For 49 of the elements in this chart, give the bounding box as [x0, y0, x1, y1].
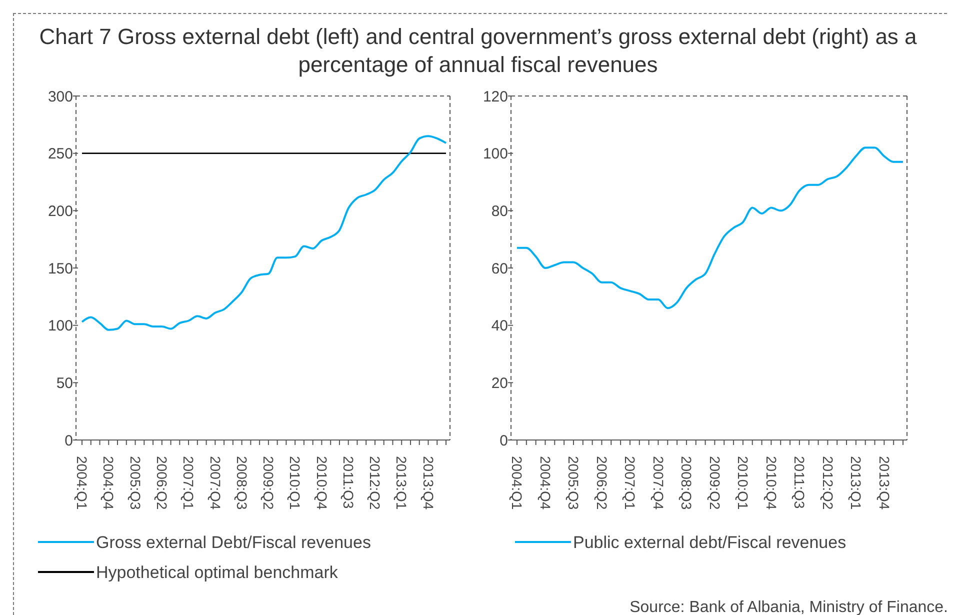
x-tick-label: 2004:Q1	[74, 456, 90, 510]
x-tick-label: 2008:Q3	[678, 456, 695, 510]
x-tick-label: 2011:Q3	[340, 456, 356, 509]
x-tick-label: 2004:Q4	[537, 456, 554, 510]
y-tick-label: 200	[48, 202, 73, 220]
x-tick-label: 2009:Q2	[706, 456, 723, 510]
line-series	[81, 135, 447, 331]
x-tick-label: 2005:Q3	[566, 456, 582, 510]
source-note: Source: Bank of Albania, Ministry of Finance.	[630, 599, 948, 615]
x-tick-label: 2011:Q3	[792, 456, 808, 509]
x-tick-label: 2007:Q1	[180, 456, 197, 510]
y-tick-label: 0	[64, 432, 73, 450]
x-tick-label: 2010:Q4	[314, 456, 330, 510]
x-tick-label: 2007:Q1	[622, 456, 638, 510]
x-tick-label: 2007:Q4	[650, 456, 666, 510]
x-tick-label: 2012:Q2	[367, 456, 384, 510]
x-tick-label: 2005:Q3	[127, 456, 144, 510]
x-tick-label: 2010:Q1	[287, 456, 304, 510]
line-series	[516, 146, 904, 310]
x-tick-label: 2013:Q1	[848, 456, 864, 510]
x-tick-label: 2004:Q1	[509, 456, 526, 510]
y-tick-label: 300	[48, 88, 73, 106]
x-tick-label: 2004:Q4	[100, 456, 117, 510]
x-tick-label: 2010:Q4	[763, 456, 780, 510]
x-tick-label: 2012:Q2	[820, 456, 836, 510]
y-tick-label: 60	[491, 260, 508, 278]
y-tick-label: 120	[482, 88, 508, 106]
y-tick-label: 100	[482, 146, 508, 163]
y-tick-label: 40	[491, 318, 508, 335]
x-tick-label: 2013:Q4	[420, 456, 436, 510]
y-tick-label: 20	[491, 374, 508, 392]
y-tick-label: 0	[500, 432, 508, 450]
y-tick-label: 80	[491, 202, 508, 220]
legend-label: Public external debt/Fiscal revenues	[573, 532, 846, 552]
y-tick-label: 150	[48, 260, 73, 278]
y-tick-label: 100	[48, 318, 73, 335]
x-tick-label: 2009:Q2	[260, 456, 277, 510]
legend-label: Hypothetical optimal benchmark	[96, 562, 338, 582]
y-tick-label: 250	[48, 146, 73, 163]
x-tick-label: 2013:Q1	[394, 456, 410, 510]
x-tick-label: 2006:Q2	[154, 456, 170, 510]
chart-title: Chart 7 Gross external debt (left) and central government’s gross external debt (right) as a percentage of annual fiscal revenues	[39, 24, 918, 77]
x-tick-label: 2013:Q4	[876, 456, 892, 510]
legend-label: Gross external Debt/Fiscal revenues	[96, 532, 371, 552]
y-tick-label: 50	[56, 374, 73, 392]
x-tick-label: 2006:Q2	[594, 456, 610, 510]
x-tick-label: 2010:Q1	[735, 456, 752, 510]
x-tick-label: 2007:Q4	[207, 456, 224, 510]
x-tick-label: 2008:Q3	[234, 456, 250, 510]
